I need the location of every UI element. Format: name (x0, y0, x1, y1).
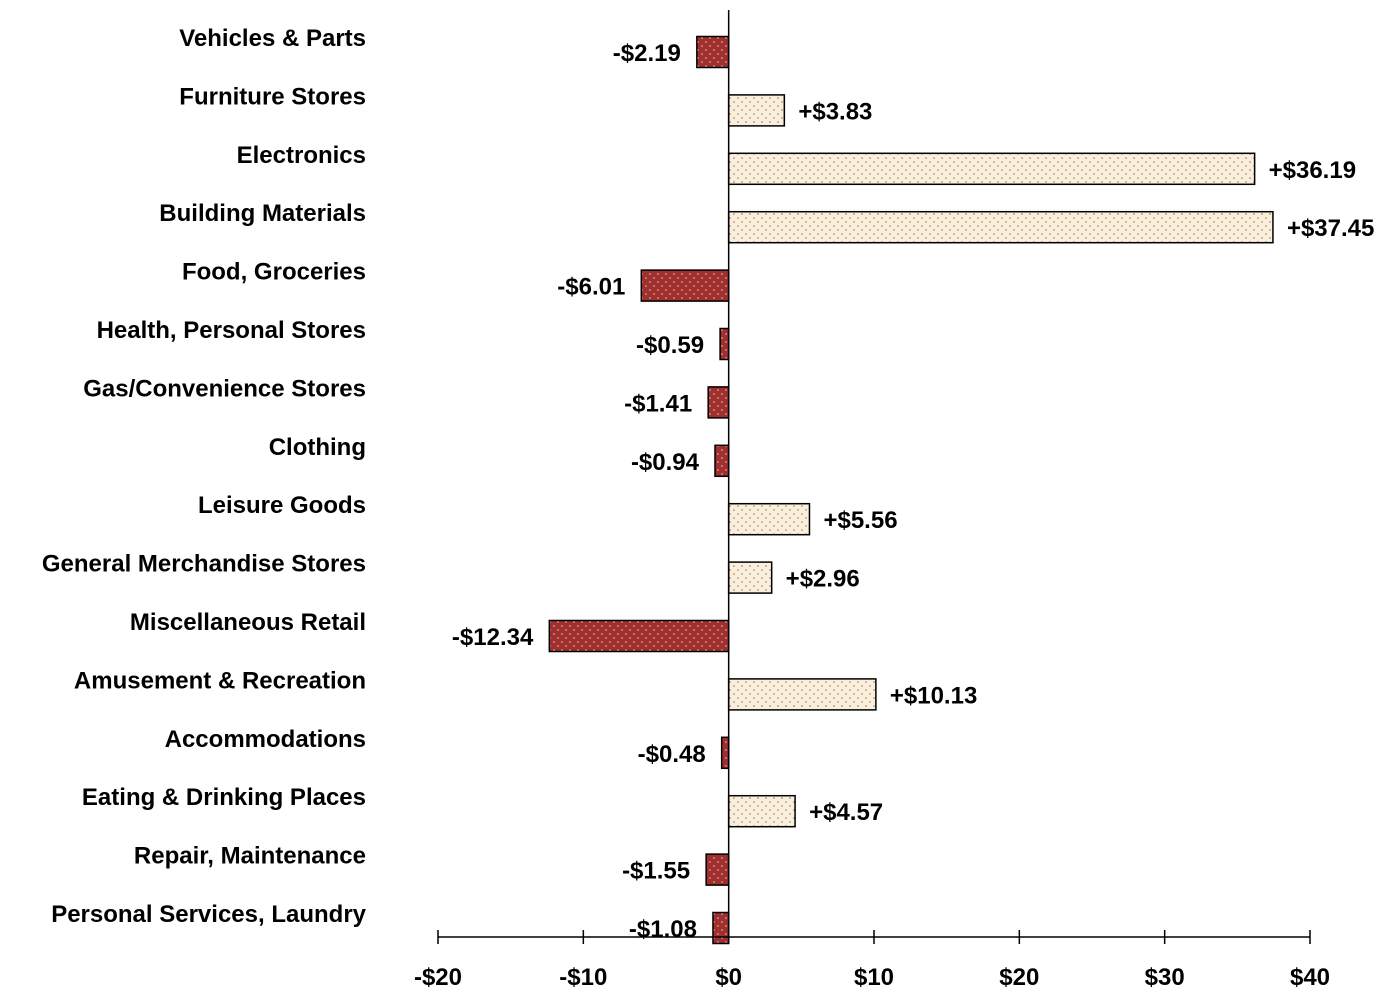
category-label: Health, Personal Stores (97, 317, 366, 344)
x-tick-label: -$10 (559, 964, 607, 990)
category-label: Miscellaneous Retail (130, 609, 366, 636)
category-label: Clothing (269, 434, 366, 461)
category-label: Furniture Stores (179, 83, 366, 110)
bar (705, 853, 730, 886)
x-tick-label: $40 (1290, 964, 1330, 990)
category-label: Food, Groceries (182, 259, 366, 286)
x-tick-label: $30 (1145, 964, 1185, 990)
bar (727, 210, 1274, 244)
bars (548, 35, 1274, 945)
category-label: Vehicles & Parts (179, 25, 366, 52)
data-label: -$0.94 (631, 449, 700, 476)
category-label: Accommodations (165, 726, 366, 753)
bar (727, 678, 877, 711)
bar (712, 911, 730, 945)
x-tick-label: $20 (999, 964, 1039, 990)
data-label: +$36.19 (1269, 157, 1356, 184)
category-labels: Vehicles & Parts Furniture Stores Electron… (42, 25, 367, 928)
value-labels: -$2.19 +$3.83 +$36.19 +$37.45 -$6.01 -$0.59 -$… (452, 40, 1374, 943)
data-label: +$10.13 (890, 682, 977, 709)
data-label: +$37.45 (1287, 215, 1374, 242)
bar (640, 269, 730, 302)
category-label: Amusement & Recreation (74, 667, 366, 694)
x-tick-label: $10 (854, 964, 894, 990)
data-label: +$4.57 (809, 799, 883, 826)
bar (727, 94, 786, 127)
data-label: -$12.34 (452, 624, 534, 651)
data-label: -$0.59 (636, 332, 704, 359)
data-label: -$6.01 (557, 274, 625, 301)
bar (714, 444, 730, 478)
category-label: Leisure Goods (198, 492, 366, 519)
x-tick-label: -$20 (414, 964, 462, 990)
bar (707, 386, 730, 419)
category-label: Personal Services, Laundry (51, 901, 366, 928)
data-label: +$5.56 (823, 507, 897, 534)
bar (720, 736, 730, 770)
bar (696, 35, 730, 69)
bar (548, 619, 730, 653)
data-label: +$3.83 (798, 98, 872, 125)
category-label: Electronics (237, 142, 366, 169)
bar (727, 152, 1256, 186)
data-label: -$1.41 (624, 390, 692, 417)
category-label: Repair, Maintenance (134, 843, 366, 870)
bar (727, 502, 811, 536)
bar (719, 327, 730, 361)
data-label: -$2.19 (613, 40, 681, 67)
category-label: Gas/Convenience Stores (83, 375, 366, 402)
data-label: +$2.96 (786, 566, 860, 593)
data-label: -$1.55 (622, 858, 690, 885)
data-label: -$0.48 (638, 741, 706, 768)
category-label: Eating & Drinking Places (82, 784, 366, 811)
axes: -$20 -$10 $0 $10 $20 $30 $40 (414, 10, 1330, 990)
bar (727, 561, 773, 594)
x-tick-label: $0 (715, 964, 742, 990)
category-label: Building Materials (159, 200, 366, 227)
category-label: General Merchandise Stores (42, 551, 366, 578)
data-label: -$1.08 (629, 916, 697, 943)
bar (727, 794, 796, 828)
